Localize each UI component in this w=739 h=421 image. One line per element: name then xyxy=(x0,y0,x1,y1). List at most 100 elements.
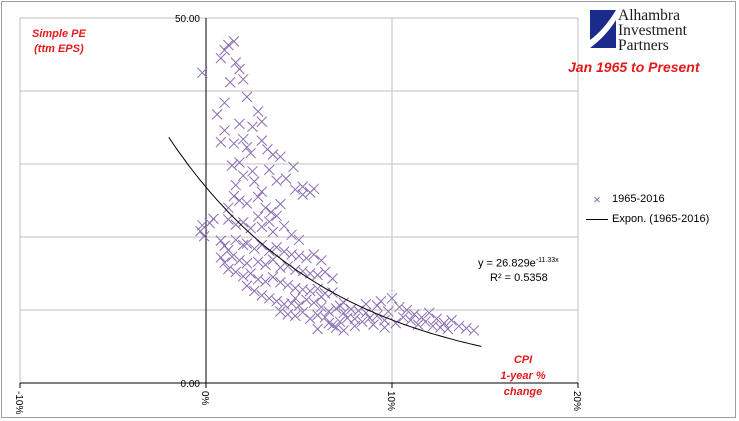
data-point xyxy=(241,280,253,292)
trendline-group xyxy=(168,137,482,347)
data-point xyxy=(245,147,256,159)
data-point xyxy=(256,116,268,128)
logo-line-2: Investment xyxy=(618,22,687,39)
data-point xyxy=(293,250,305,262)
data-point xyxy=(431,313,442,325)
data-point xyxy=(226,160,238,171)
equation-formula: y = 26.829e-11.33x xyxy=(478,254,559,271)
legend-trend-label: Expon. (1965-2016) xyxy=(612,213,710,225)
data-point xyxy=(237,239,249,251)
data-point xyxy=(289,282,301,294)
tick-labels: 0.00 50.00 -10% 0% 10% 20% xyxy=(13,14,582,414)
data-point xyxy=(286,298,297,309)
data-point xyxy=(249,176,260,187)
data-point xyxy=(323,317,335,329)
data-point xyxy=(230,266,242,278)
data-point xyxy=(252,273,264,285)
data-point xyxy=(461,322,472,334)
data-point xyxy=(234,255,245,266)
data-point xyxy=(267,226,279,238)
data-point xyxy=(256,135,268,146)
data-point xyxy=(252,106,264,117)
gridlines xyxy=(19,17,579,383)
data-point xyxy=(386,292,398,304)
data-point xyxy=(219,125,230,136)
x-axis-label: CPI 1-year % change xyxy=(481,352,565,400)
data-point xyxy=(224,76,236,88)
logo-line-3: Partners xyxy=(618,37,669,54)
data-point xyxy=(196,219,208,231)
data-point xyxy=(237,170,249,182)
logo-mark xyxy=(590,10,616,48)
x-axis-label-line2: 1-year % change xyxy=(500,370,546,398)
data-point xyxy=(241,238,253,249)
chart-subtitle: Jan 1965 to Present xyxy=(568,59,700,75)
x-axis-label-line1: CPI xyxy=(513,354,533,366)
data-point xyxy=(263,216,275,228)
data-point xyxy=(260,202,271,214)
y-tick-label: 0.00 xyxy=(181,379,201,390)
y-tick-label: 50.00 xyxy=(175,14,200,25)
legend-entry-series: × 1965-2016 xyxy=(586,189,709,209)
axes xyxy=(19,18,579,388)
data-point xyxy=(215,235,227,247)
data-point xyxy=(338,307,349,319)
data-point xyxy=(215,136,227,148)
data-point xyxy=(297,306,309,318)
data-point xyxy=(371,300,383,311)
x-tick-label: 10% xyxy=(385,391,396,411)
data-points xyxy=(195,36,480,336)
data-point xyxy=(252,191,264,203)
data-point xyxy=(252,211,264,222)
data-point xyxy=(282,279,294,291)
data-point xyxy=(308,249,320,260)
data-point xyxy=(338,325,349,336)
data-point xyxy=(234,157,245,168)
data-point xyxy=(260,276,271,287)
trendline-equation: y = 26.829e-11.33x R² = 0.5358 xyxy=(478,254,559,285)
data-point xyxy=(275,151,286,163)
data-point xyxy=(397,311,409,323)
data-point xyxy=(241,198,253,209)
data-point xyxy=(195,225,206,237)
data-point xyxy=(293,300,305,311)
data-point xyxy=(308,297,320,309)
data-point xyxy=(420,316,431,328)
data-point xyxy=(256,290,268,301)
data-point xyxy=(453,320,465,332)
data-point xyxy=(219,44,230,56)
data-point xyxy=(241,91,253,103)
data-point xyxy=(271,175,283,187)
data-point xyxy=(334,316,346,328)
data-point xyxy=(364,312,376,324)
data-point xyxy=(275,198,286,210)
data-point xyxy=(219,97,230,109)
data-point xyxy=(234,195,245,206)
data-point xyxy=(315,301,327,313)
data-point xyxy=(312,269,323,281)
data-point xyxy=(228,138,240,149)
data-point xyxy=(293,234,305,246)
legend-series-label: 1965-2016 xyxy=(612,193,665,205)
data-point xyxy=(249,243,260,255)
data-point xyxy=(219,257,230,268)
equation-exponent: -11.33x xyxy=(535,257,559,264)
data-point xyxy=(330,322,342,333)
data-point xyxy=(271,295,283,307)
data-point xyxy=(252,256,264,268)
data-point xyxy=(237,271,249,282)
data-point xyxy=(267,271,279,283)
data-point xyxy=(301,252,312,264)
data-point xyxy=(237,217,249,228)
logo-line-1: Alhambra xyxy=(618,7,680,24)
data-point xyxy=(271,210,283,222)
data-point xyxy=(289,292,301,304)
data-point xyxy=(275,276,286,288)
data-point xyxy=(288,161,299,173)
x-tick-label: 0% xyxy=(199,391,210,406)
data-point xyxy=(315,291,327,303)
data-point xyxy=(304,285,316,297)
data-point xyxy=(368,319,379,330)
data-point xyxy=(315,255,327,266)
data-point xyxy=(245,268,256,279)
